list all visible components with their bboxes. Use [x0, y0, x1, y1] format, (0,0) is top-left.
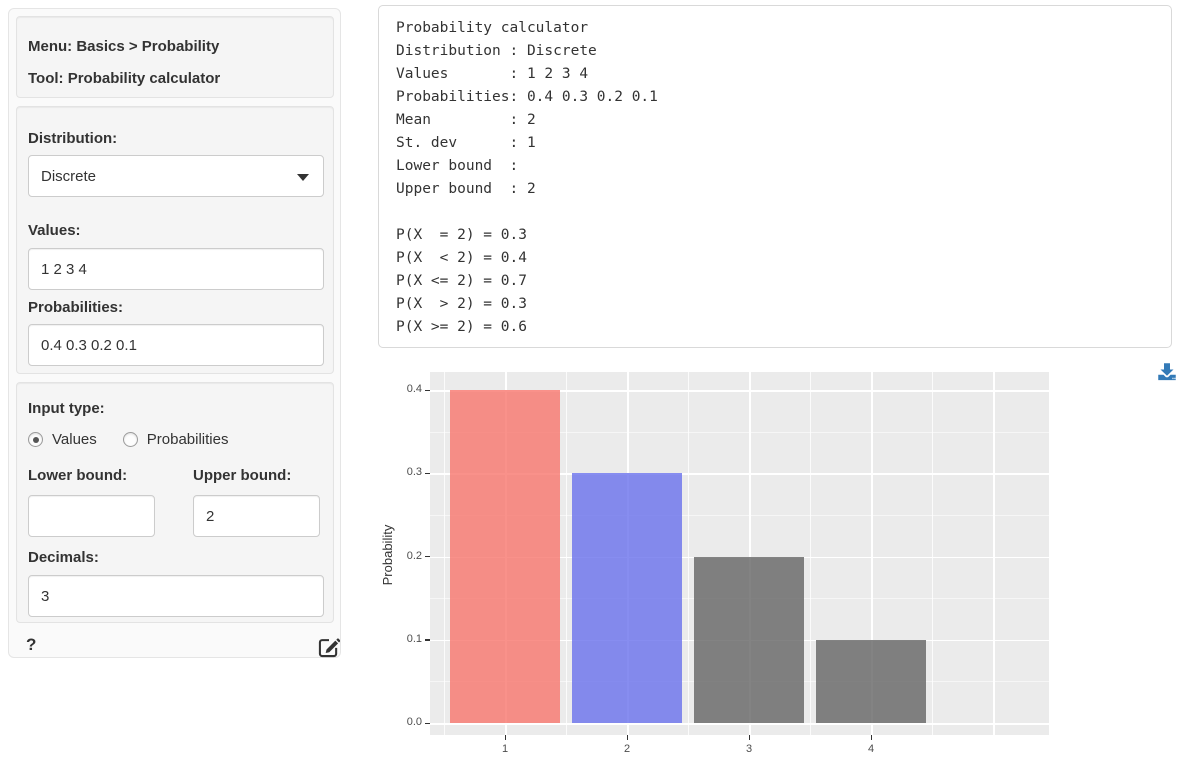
decimals-label: Decimals:	[28, 549, 99, 566]
radio-probabilities-label[interactable]: Probabilities	[146, 431, 229, 448]
probabilities-input[interactable]	[28, 324, 324, 366]
x-tick-mark	[504, 735, 506, 740]
download-plot-icon[interactable]	[1157, 362, 1177, 382]
y-tick-label: 0.1	[406, 632, 422, 645]
distribution-card: Distribution: Discrete Values: Probabili…	[16, 106, 334, 374]
help-icon[interactable]: ?	[26, 635, 37, 654]
summary-output-text: Probability calculator Distribution : Di…	[396, 20, 658, 335]
y-tick-label: 0.0	[406, 716, 422, 728]
x-tick-label: 4	[867, 743, 875, 755]
x-tick-label: 1	[501, 743, 509, 755]
distribution-select[interactable]: Discrete	[28, 155, 324, 197]
page-title: Tool: Probability calculator	[28, 70, 221, 87]
x-tick-mark	[748, 735, 750, 740]
y-tick-mark	[425, 472, 430, 475]
y-tick-mark	[425, 389, 430, 391]
x-tick-mark	[870, 735, 872, 740]
bar-2	[572, 473, 682, 723]
summary-output-panel: Probability calculator Distribution : Di…	[378, 5, 1172, 348]
plot-panel	[430, 372, 1049, 735]
probabilities-label: Probabilities:	[28, 299, 124, 316]
breadcrumb: Menu: Basics > Probability	[28, 38, 220, 55]
input-type-label: Input type:	[28, 400, 105, 417]
y-tick-mark	[425, 556, 430, 558]
upper-bound-input[interactable]	[193, 495, 320, 537]
y-tick-mark	[425, 639, 430, 641]
bar-1	[450, 390, 560, 723]
edit-report-icon[interactable]	[318, 636, 340, 658]
bar-4	[816, 639, 926, 723]
radio-probabilities[interactable]	[122, 432, 138, 447]
probability-chart: Probability 0.0 0.1 0.2 0.3 0.4 1 2 3 4	[378, 360, 1179, 761]
bar-3	[694, 556, 804, 723]
distribution-label: Distribution:	[28, 130, 118, 147]
x-tick-label: 2	[623, 743, 631, 755]
lower-bound-label: Lower bound:	[28, 467, 128, 484]
sidebar: Menu: Basics > Probability Tool: Probabi…	[8, 8, 341, 658]
radio-values-label[interactable]: Values	[52, 431, 97, 448]
lower-bound-input[interactable]	[28, 495, 155, 537]
tool-header-card: Menu: Basics > Probability Tool: Probabi…	[16, 16, 334, 98]
y-tick-label: 0.4	[406, 383, 422, 395]
y-tick-mark	[425, 722, 430, 724]
x-tick-mark	[626, 735, 628, 740]
upper-bound-label: Upper bound:	[193, 467, 292, 484]
input-type-card: Input type: Values Probabilities Lower b…	[16, 382, 334, 623]
values-input[interactable]	[28, 248, 324, 290]
distribution-selected-value: Discrete	[41, 167, 97, 185]
decimals-input[interactable]	[28, 575, 324, 617]
radio-values[interactable]	[28, 432, 43, 447]
y-tick-label: 0.3	[406, 466, 422, 479]
values-label: Values:	[28, 222, 81, 239]
chevron-down-icon	[297, 174, 309, 181]
x-tick-label: 3	[745, 743, 753, 755]
y-tick-label: 0.2	[406, 549, 422, 562]
